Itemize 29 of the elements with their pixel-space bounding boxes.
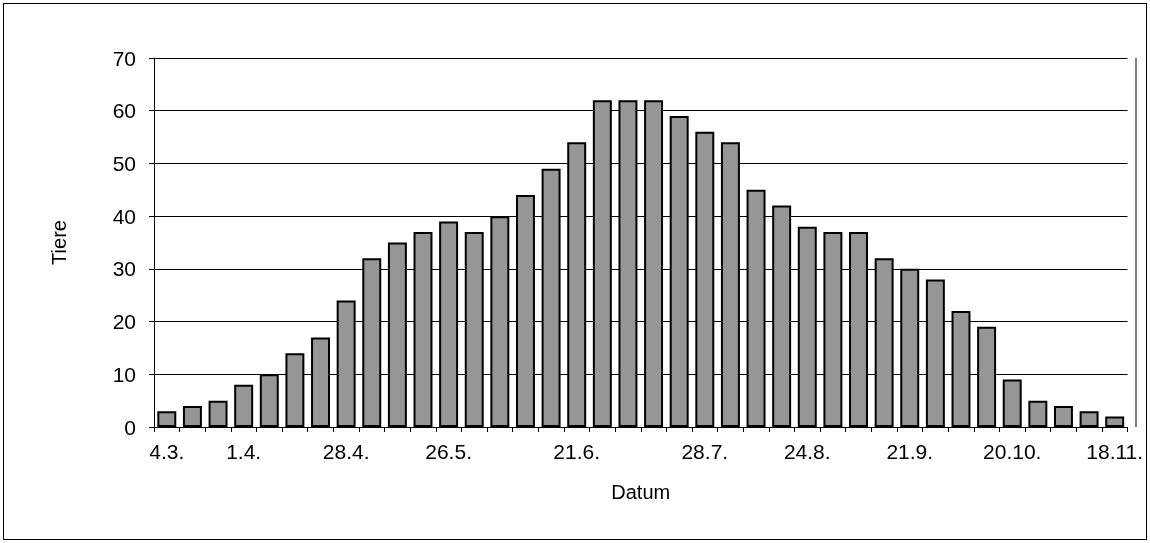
y-tick-label: 30 — [112, 257, 136, 281]
bar — [1002, 379, 1022, 427]
x-tick-label: 21.9. — [886, 440, 934, 463]
x-tick-label: 24.8. — [783, 440, 831, 463]
y-tick-label: 10 — [112, 362, 136, 386]
x-tick-label: 20.10. — [983, 440, 1042, 463]
y-tick-label: 20 — [112, 310, 136, 334]
x-tick-label: 1.4. — [226, 440, 262, 463]
y-tick-label: 0 — [124, 415, 136, 439]
y-tick-label: 40 — [112, 204, 136, 228]
y-axis-title: Tiere — [48, 220, 70, 265]
bar — [1028, 400, 1048, 427]
x-axis-title: Datum — [611, 481, 671, 503]
bar — [157, 411, 177, 427]
bar — [1105, 416, 1125, 427]
bar — [1079, 411, 1099, 427]
x-tick-label: 4.3. — [149, 440, 185, 463]
x-tick-label: 21.6. — [553, 440, 601, 463]
y-tick-label: 60 — [112, 99, 136, 123]
bar — [208, 400, 228, 427]
x-tick-label: 18.11. — [1086, 440, 1144, 463]
bar — [1053, 405, 1073, 427]
bar — [182, 405, 202, 427]
x-tick-label: 26.5. — [425, 440, 472, 463]
bar — [234, 384, 254, 427]
x-tick-label: 28.7. — [681, 440, 729, 463]
y-tick-label: 70 — [112, 46, 136, 70]
y-tick-label: 50 — [112, 151, 136, 175]
x-tick-label: 28.4. — [322, 440, 370, 463]
